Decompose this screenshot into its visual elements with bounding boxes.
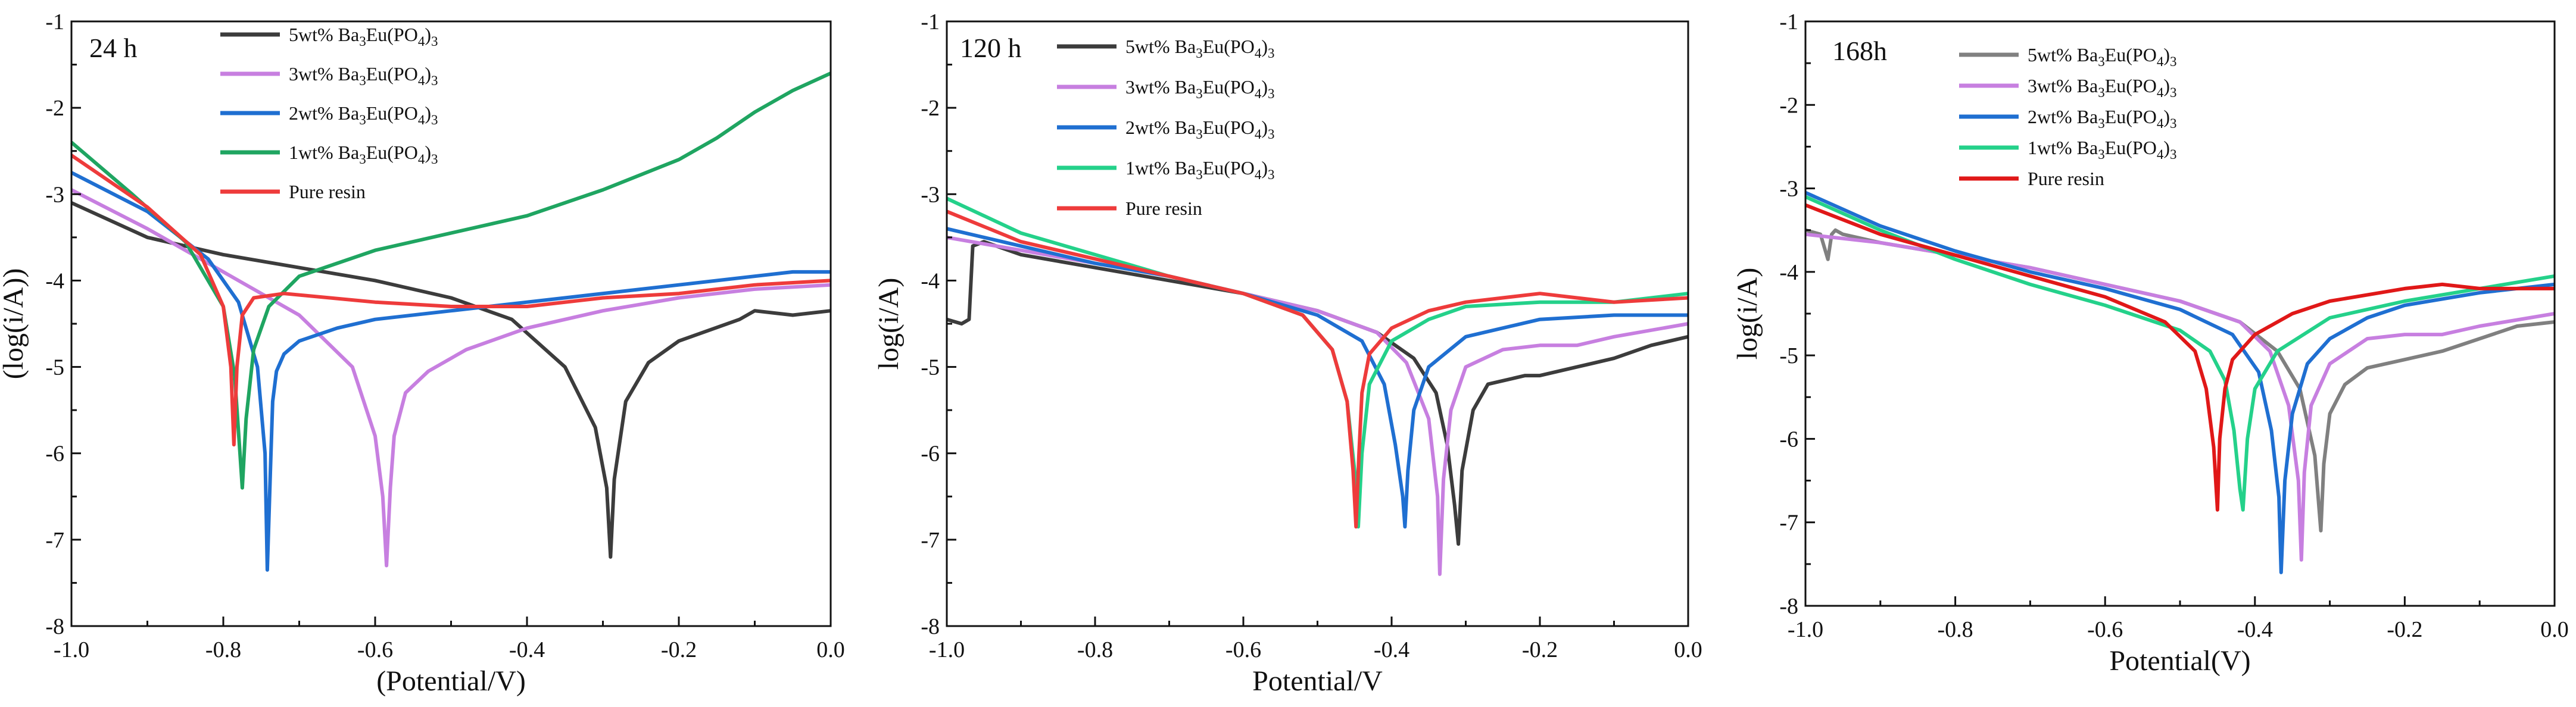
legend-label: 3wt% Ba3Eu(PO4)3 bbox=[2028, 75, 2177, 100]
plot-frame bbox=[946, 20, 1689, 627]
series-line-1 bbox=[70, 201, 831, 559]
x-tick-label: -0.4 bbox=[2237, 617, 2273, 642]
y-tick-label: -3 bbox=[45, 182, 64, 207]
panel-3: -1.0 -0.8 -0.6 -0.4 -0.2 0.0 -8 -7 -6 -5 -4 -3 -2 -1 P… bbox=[1732, 10, 2569, 677]
y-tick-label: -6 bbox=[921, 442, 940, 467]
legend-label: Pure resin bbox=[2028, 168, 2104, 189]
legend-label: 3wt% Ba3Eu(PO4)3 bbox=[289, 63, 438, 88]
x-axis-label: (Potential/V) bbox=[376, 665, 526, 697]
x-axis-label: Potential(V) bbox=[2109, 645, 2250, 677]
y-tick-label: -5 bbox=[921, 355, 940, 380]
y-tick-label: -4 bbox=[1779, 260, 1798, 285]
y-axis-label: log(i/A) bbox=[873, 278, 905, 370]
x-tick-label: -0.4 bbox=[1374, 637, 1409, 662]
y-tick-label: -1 bbox=[1779, 10, 1798, 35]
x-tick-label: -0.4 bbox=[509, 637, 545, 662]
x-tick-label: 0.0 bbox=[816, 637, 845, 662]
series-line-3 bbox=[70, 171, 831, 572]
y-tick-label: -6 bbox=[45, 442, 64, 467]
legend-label: 1wt% Ba3Eu(PO4)3 bbox=[1125, 157, 1275, 182]
series-line-2 bbox=[946, 235, 1689, 576]
y-tick-label: -7 bbox=[921, 528, 940, 553]
plot-frame bbox=[70, 20, 832, 627]
series-line-1 bbox=[946, 240, 1689, 546]
y-tick-label: -4 bbox=[45, 268, 64, 293]
legend-label: 1wt% Ba3Eu(PO4)3 bbox=[289, 142, 438, 167]
y-tick-label: -7 bbox=[45, 528, 64, 553]
legend-label: 5wt% Ba3Eu(PO4)3 bbox=[289, 24, 438, 49]
y-tick-label: -8 bbox=[1779, 594, 1798, 619]
x-tick-label: -1.0 bbox=[1788, 617, 1823, 642]
x-tick-label: -0.6 bbox=[1225, 637, 1261, 662]
x-tick-label: -0.6 bbox=[357, 637, 393, 662]
series-line-1 bbox=[1805, 228, 2555, 533]
y-tick-label: -8 bbox=[45, 614, 64, 639]
x-tick-label: -0.6 bbox=[2087, 617, 2123, 642]
x-tick-label: -0.2 bbox=[2387, 617, 2422, 642]
y-tick-label: -1 bbox=[45, 10, 64, 35]
y-tick-label: -5 bbox=[1779, 343, 1798, 368]
legend-label: Pure resin bbox=[1125, 198, 1202, 219]
x-tick-label: -0.2 bbox=[1522, 637, 1558, 662]
x-tick-label: -0.8 bbox=[1077, 637, 1113, 662]
legend-label: 2wt% Ba3Eu(PO4)3 bbox=[289, 102, 438, 127]
y-axis-label: (log(i/A)) bbox=[0, 268, 29, 380]
series-line-2 bbox=[1805, 232, 2555, 562]
legend-label: 5wt% Ba3Eu(PO4)3 bbox=[1125, 36, 1275, 61]
y-tick-label: -3 bbox=[921, 182, 940, 207]
series-line-5 bbox=[1804, 203, 2555, 512]
y-tick-label: -3 bbox=[1779, 177, 1798, 202]
panel-2: -1.0 -0.8 -0.6 -0.4 -0.2 0.0 -8 -7 -6 -5 -4 -3 -2 -1 P… bbox=[873, 10, 1702, 697]
series-line-2 bbox=[70, 188, 831, 568]
panel-title: 120 h bbox=[960, 33, 1022, 63]
x-tick-label: 0.0 bbox=[2540, 617, 2569, 642]
legend-label: Pure resin bbox=[289, 181, 366, 202]
panel-title: 168h bbox=[1832, 36, 1887, 66]
plot-frame bbox=[1804, 20, 2556, 607]
legend-label: 2wt% Ba3Eu(PO4)3 bbox=[1125, 117, 1275, 142]
series-line-3 bbox=[1804, 190, 2555, 574]
legend-label: 5wt% Ba3Eu(PO4)3 bbox=[2028, 44, 2177, 69]
y-tick-label: -8 bbox=[921, 614, 940, 639]
legend-label: 1wt% Ba3Eu(PO4)3 bbox=[2028, 137, 2177, 162]
series-line-5 bbox=[946, 209, 1689, 529]
x-tick-label: -0.8 bbox=[205, 637, 241, 662]
y-tick-label: -7 bbox=[1779, 511, 1798, 536]
legend-label: 3wt% Ba3Eu(PO4)3 bbox=[1125, 76, 1275, 101]
y-tick-label: -2 bbox=[921, 96, 940, 121]
panel-title: 24 h bbox=[89, 33, 138, 63]
x-tick-label: -1.0 bbox=[54, 637, 89, 662]
y-tick-label: -1 bbox=[921, 10, 940, 35]
panel-1: -1.0 -0.8 -0.6 -0.4 -0.2 0.0 -8 -7 -6 -5 -4 -3 -2 -1 (… bbox=[0, 10, 845, 697]
series-line-5 bbox=[70, 154, 831, 447]
series-line-3 bbox=[946, 227, 1688, 529]
y-tick-label: -5 bbox=[45, 355, 64, 380]
y-tick-label: -6 bbox=[1779, 427, 1798, 452]
series-line-4 bbox=[1804, 195, 2555, 512]
x-tick-label: 0.0 bbox=[1674, 637, 1702, 662]
y-axis-label: log(i/A) bbox=[1732, 268, 1763, 360]
y-tick-label: -2 bbox=[45, 96, 64, 121]
legend-label: 2wt% Ba3Eu(PO4)3 bbox=[2028, 106, 2177, 131]
x-tick-label: -1.0 bbox=[929, 637, 965, 662]
x-axis-label: Potential/V bbox=[1252, 665, 1383, 697]
x-tick-label: -0.2 bbox=[661, 637, 697, 662]
x-tick-label: -0.8 bbox=[1938, 617, 1973, 642]
y-tick-label: -4 bbox=[921, 268, 940, 293]
y-tick-label: -2 bbox=[1779, 93, 1798, 118]
series-line-4 bbox=[946, 196, 1689, 529]
